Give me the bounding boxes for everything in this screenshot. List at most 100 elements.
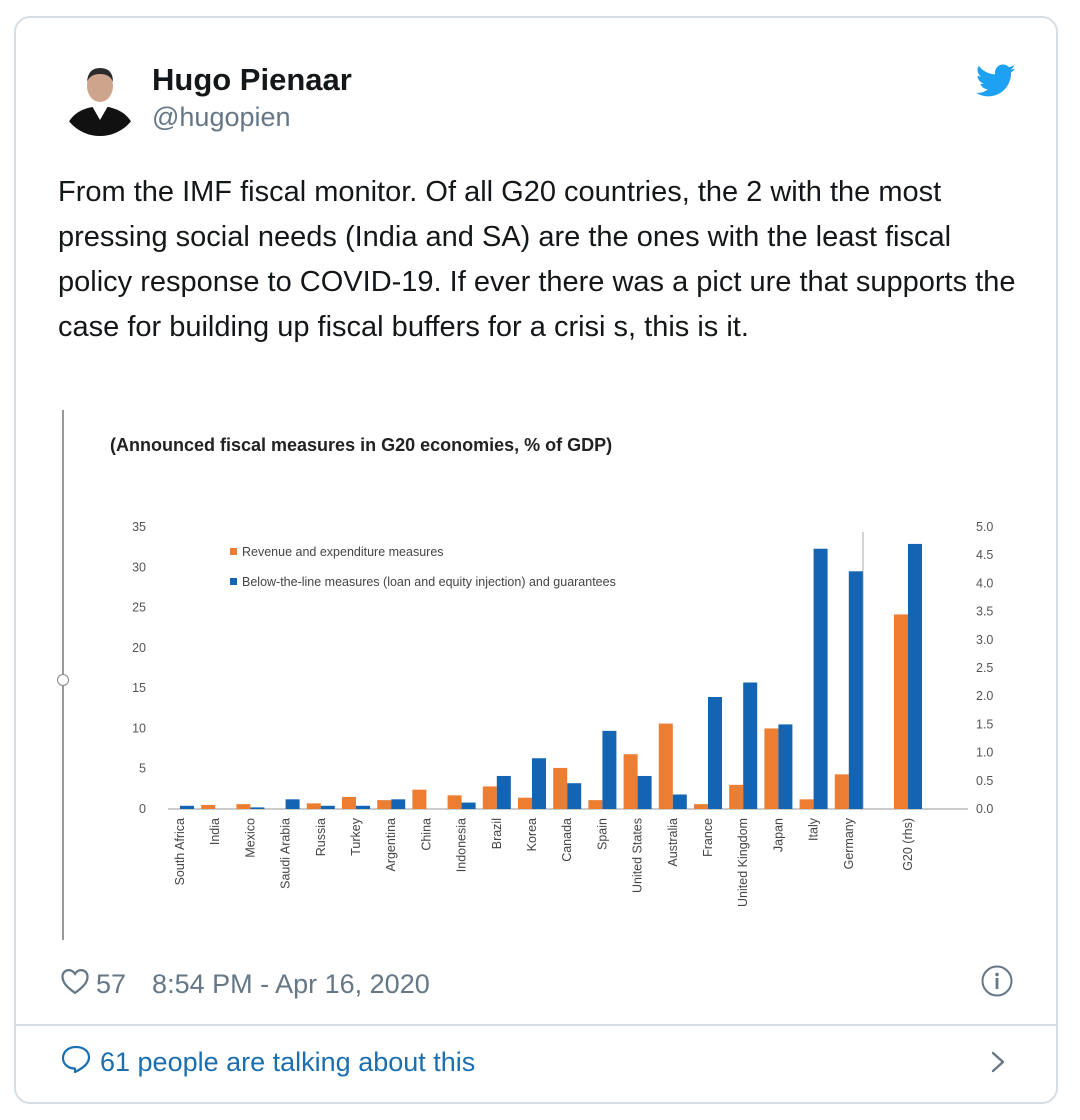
bar [778,724,793,809]
y-axis-right: 0.0 0.5 1.0 1.5 2.0 2.5 3.0 3.5 4.0 4.5 5.0 [976,520,993,816]
twitter-bird-icon[interactable] [975,64,1016,98]
bar [356,805,370,809]
chart-svg: (Announced fiscal measures in G20 econom… [110,435,993,907]
bar [602,730,617,809]
bar [708,697,722,809]
info-icon[interactable] [980,964,1014,998]
x-tick-label: Germany [842,817,856,869]
x-tick-label: Japan [771,818,785,852]
bar [743,682,758,809]
avatar[interactable] [60,56,140,136]
chart-title: (Announced fiscal measures in G20 econom… [110,435,612,455]
y-tick-right: 3.5 [976,605,993,619]
y-tick-right: 3.0 [976,633,993,647]
bar [658,723,673,809]
bar [799,799,814,809]
x-tick-label: Mexico [243,818,257,858]
x-tick-label: Indonesia [455,818,469,872]
x-tick-label: Argentina [384,818,398,872]
bar [236,804,251,809]
speech-bubble-icon [60,1044,92,1081]
bar [637,775,652,809]
x-tick-label: Russia [314,818,328,856]
legend-label-below-the-line: Below-the-line measures (loan and equity… [242,575,616,589]
x-tick-label: United States [631,818,645,893]
legend-swatch-blue [230,578,237,585]
x-tick-label: France [701,818,715,857]
y-tick-left: 5 [139,762,146,776]
bar [482,786,497,809]
legend-swatch-orange [230,548,237,555]
x-tick-label: Australia [666,818,680,867]
footer-divider [14,1024,1058,1026]
x-tick-label: Turkey [349,817,363,855]
tweet-footer: 57 8:54 PM - Apr 16, 2020 [60,966,430,1002]
x-tick-label: Italy [807,817,821,841]
bar [813,548,828,809]
y-tick-right: 5.0 [976,520,993,534]
bar [447,795,462,809]
bar [694,804,708,809]
legend-label-revenue: Revenue and expenditure measures [242,545,444,559]
x-tick-label: Brazil [490,818,504,849]
bar [320,805,335,809]
y-tick-right: 1.5 [976,717,993,731]
author-name[interactable]: Hugo Pienaar [152,62,352,97]
bar [250,807,265,809]
x-tick-label: Korea [525,818,539,851]
bar [764,728,779,809]
conversation-label[interactable]: 61 people are talking about this [100,1047,476,1077]
x-tick-label: United Kingdom [736,818,750,907]
x-tick-label: Spain [595,818,609,850]
bar [180,805,194,809]
chevron-right-icon[interactable] [986,1048,1010,1076]
timestamp[interactable]: 8:54 PM - Apr 16, 2020 [152,968,430,999]
y-tick-left: 15 [132,681,146,695]
bar [496,775,511,809]
bar [834,774,849,809]
bar [377,800,392,809]
y-axis-left: 0 5 10 15 20 25 30 35 [132,520,146,816]
bar [623,754,638,809]
bar [672,794,687,809]
bar [461,802,476,809]
y-tick-left: 25 [132,601,146,615]
bar [588,800,603,809]
bar [894,614,908,809]
like-count[interactable]: 57 [96,968,127,999]
x-tick-label: India [208,818,222,845]
y-tick-left: 20 [132,641,146,655]
media-scrubber-handle[interactable] [57,674,69,686]
chart-image[interactable]: (Announced fiscal measures in G20 econom… [58,408,1018,944]
bar [848,571,863,809]
y-tick-right: 2.5 [976,661,993,675]
y-tick-left: 30 [132,560,146,574]
conversation-link[interactable]: 61 people are talking about this [60,1044,475,1081]
y-tick-right: 2.0 [976,689,993,703]
bars [180,543,922,809]
y-tick-left: 35 [132,520,146,534]
bar [342,796,356,809]
y-tick-right: 4.5 [976,548,993,562]
bar [532,758,546,809]
x-tick-label: Canada [560,818,574,862]
bar [391,799,406,809]
bar [412,789,427,809]
author-handle[interactable]: @hugopien [152,102,291,132]
y-tick-right: 4.0 [976,576,993,590]
y-tick-left: 10 [132,721,146,735]
bar [908,543,922,809]
legend: Revenue and expenditure measures Below-t… [230,545,616,589]
y-tick-left: 0 [139,802,146,816]
bar [729,784,744,809]
x-tick-label: China [419,818,433,851]
x-tick-label: G20 (rhs) [901,818,915,871]
y-tick-right: 0.5 [976,774,993,788]
bar [306,803,321,809]
tweet-text: From the IMF fiscal monitor. Of all G20 … [58,176,1016,343]
heart-icon[interactable] [60,967,90,1002]
x-tick-label: Saudi Arabia [279,818,293,889]
y-tick-right: 1.0 [976,746,993,760]
y-tick-right: 0.0 [976,802,993,816]
x-tick-label: South Africa [173,818,187,885]
